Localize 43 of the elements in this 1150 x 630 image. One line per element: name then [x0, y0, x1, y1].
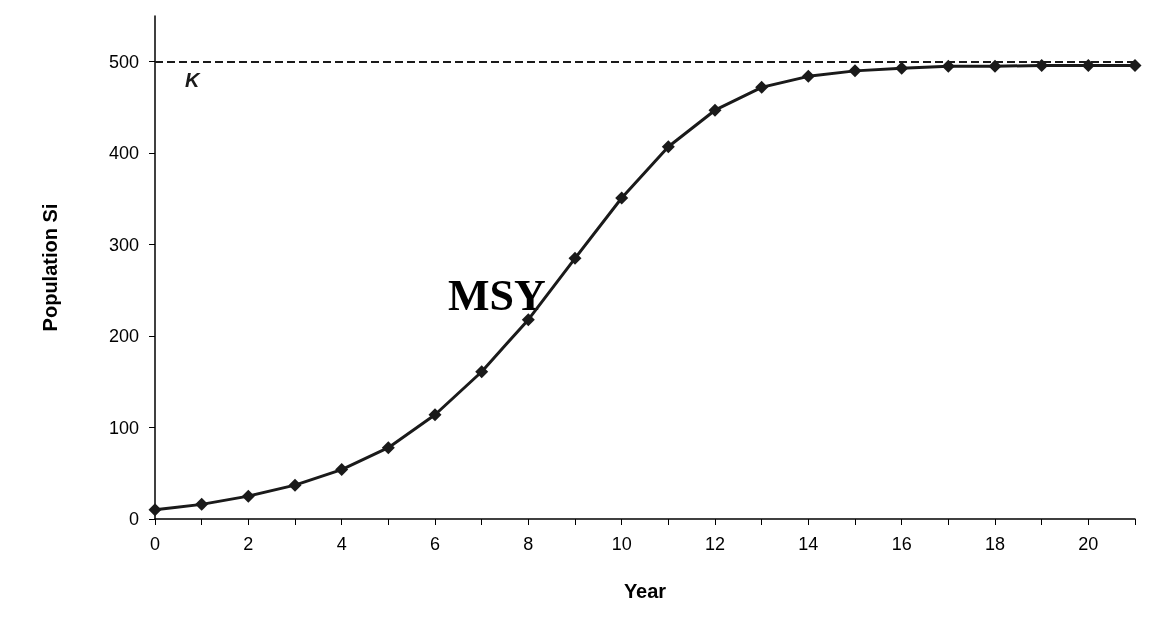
- point: [988, 59, 1002, 73]
- y-axis-title: Population Si: [39, 203, 61, 332]
- y-tick-label: 0: [128, 509, 139, 529]
- x-tick-label: 14: [798, 534, 819, 554]
- x-tick-label: 16: [891, 534, 912, 554]
- point: [241, 489, 255, 503]
- point: [848, 64, 862, 78]
- ref-line-label: K: [185, 68, 201, 91]
- x-tick-label: 0: [149, 534, 161, 554]
- point: [335, 463, 349, 477]
- y-tick-label: 100: [108, 417, 139, 438]
- point: [895, 61, 909, 75]
- point: [708, 103, 722, 117]
- point: [521, 313, 535, 327]
- x-tick-label: 20: [1078, 534, 1099, 554]
- point: [568, 251, 582, 265]
- point: [428, 408, 442, 422]
- x-tick-label: 18: [984, 534, 1006, 554]
- x-tick-label: 10: [611, 534, 632, 554]
- point: [475, 365, 489, 379]
- x-tick-label: 6: [429, 534, 441, 554]
- y-tick-label: 500: [108, 51, 139, 72]
- y-tick-label: 200: [108, 326, 139, 347]
- x-tick-label: 2: [243, 534, 254, 554]
- x-axis-title: Year: [623, 580, 667, 602]
- x-tick-label: 12: [704, 534, 726, 554]
- point: [941, 59, 955, 73]
- point: [195, 497, 209, 511]
- point: [615, 191, 629, 205]
- point: [661, 140, 675, 154]
- point: [1035, 58, 1049, 72]
- point: [801, 69, 815, 83]
- point: [1081, 58, 1095, 72]
- y-tick-label: 300: [108, 234, 139, 255]
- x-tick-label: 8: [523, 534, 534, 554]
- point: [1128, 58, 1142, 72]
- point: [755, 80, 769, 94]
- x-tick-label: 4: [336, 534, 347, 554]
- y-tick-label: 400: [108, 143, 139, 164]
- point: [288, 478, 302, 492]
- point: [381, 441, 395, 455]
- annotation: MSY: [448, 270, 546, 320]
- point: [148, 503, 162, 517]
